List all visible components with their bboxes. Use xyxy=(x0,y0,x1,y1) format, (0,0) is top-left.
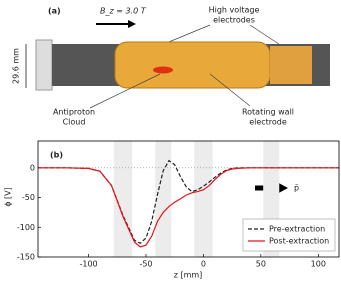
x-tick-label: 100 xyxy=(311,260,326,269)
electrode-span xyxy=(155,141,172,257)
central-electrode xyxy=(114,41,271,89)
x-tick-label: -50 xyxy=(139,260,152,269)
panel-label: (a) xyxy=(48,7,61,16)
flange xyxy=(35,39,53,91)
rw-label: Rotating wall xyxy=(242,108,294,117)
plot-frame xyxy=(37,140,340,258)
leader-line xyxy=(89,73,251,109)
diagram: (a) B_z = 3.0 T High voltage electrodes … xyxy=(12,6,330,127)
cloud-label: Antiproton xyxy=(53,108,95,117)
x-tick-label: 50 xyxy=(256,260,266,269)
field-arrowhead xyxy=(128,20,136,28)
y-tick-label: -50 xyxy=(22,193,35,202)
hv-label: High voltage xyxy=(209,6,260,15)
antiproton-cloud xyxy=(153,66,173,74)
cloud-label: Cloud xyxy=(63,118,86,127)
electrode xyxy=(270,46,312,84)
legend-label: Pre-extraction xyxy=(269,225,325,234)
x-tick-label: 0 xyxy=(201,260,206,269)
y-axis-label: ϕ [V] xyxy=(4,187,13,207)
y-tick-label: -150 xyxy=(17,253,35,262)
hv-label: electrodes xyxy=(213,16,255,25)
rw-label: electrode xyxy=(249,118,287,127)
legend xyxy=(242,218,336,252)
diameter-label: 29.6 mm xyxy=(12,48,21,84)
y-tick-label: 0 xyxy=(30,163,35,172)
electrode-span xyxy=(194,141,213,257)
series-line xyxy=(38,159,339,245)
arrow-label: p̄ xyxy=(294,184,299,193)
x-axis-label: z [mm] xyxy=(174,271,203,280)
panel-label: (b) xyxy=(50,151,63,160)
series-line xyxy=(38,167,339,248)
field-label: B_z = 3.0 T xyxy=(100,7,147,16)
y-tick-label: -100 xyxy=(17,223,35,232)
x-tick-label: -100 xyxy=(79,260,97,269)
legend-label: Post-extraction xyxy=(269,237,329,246)
